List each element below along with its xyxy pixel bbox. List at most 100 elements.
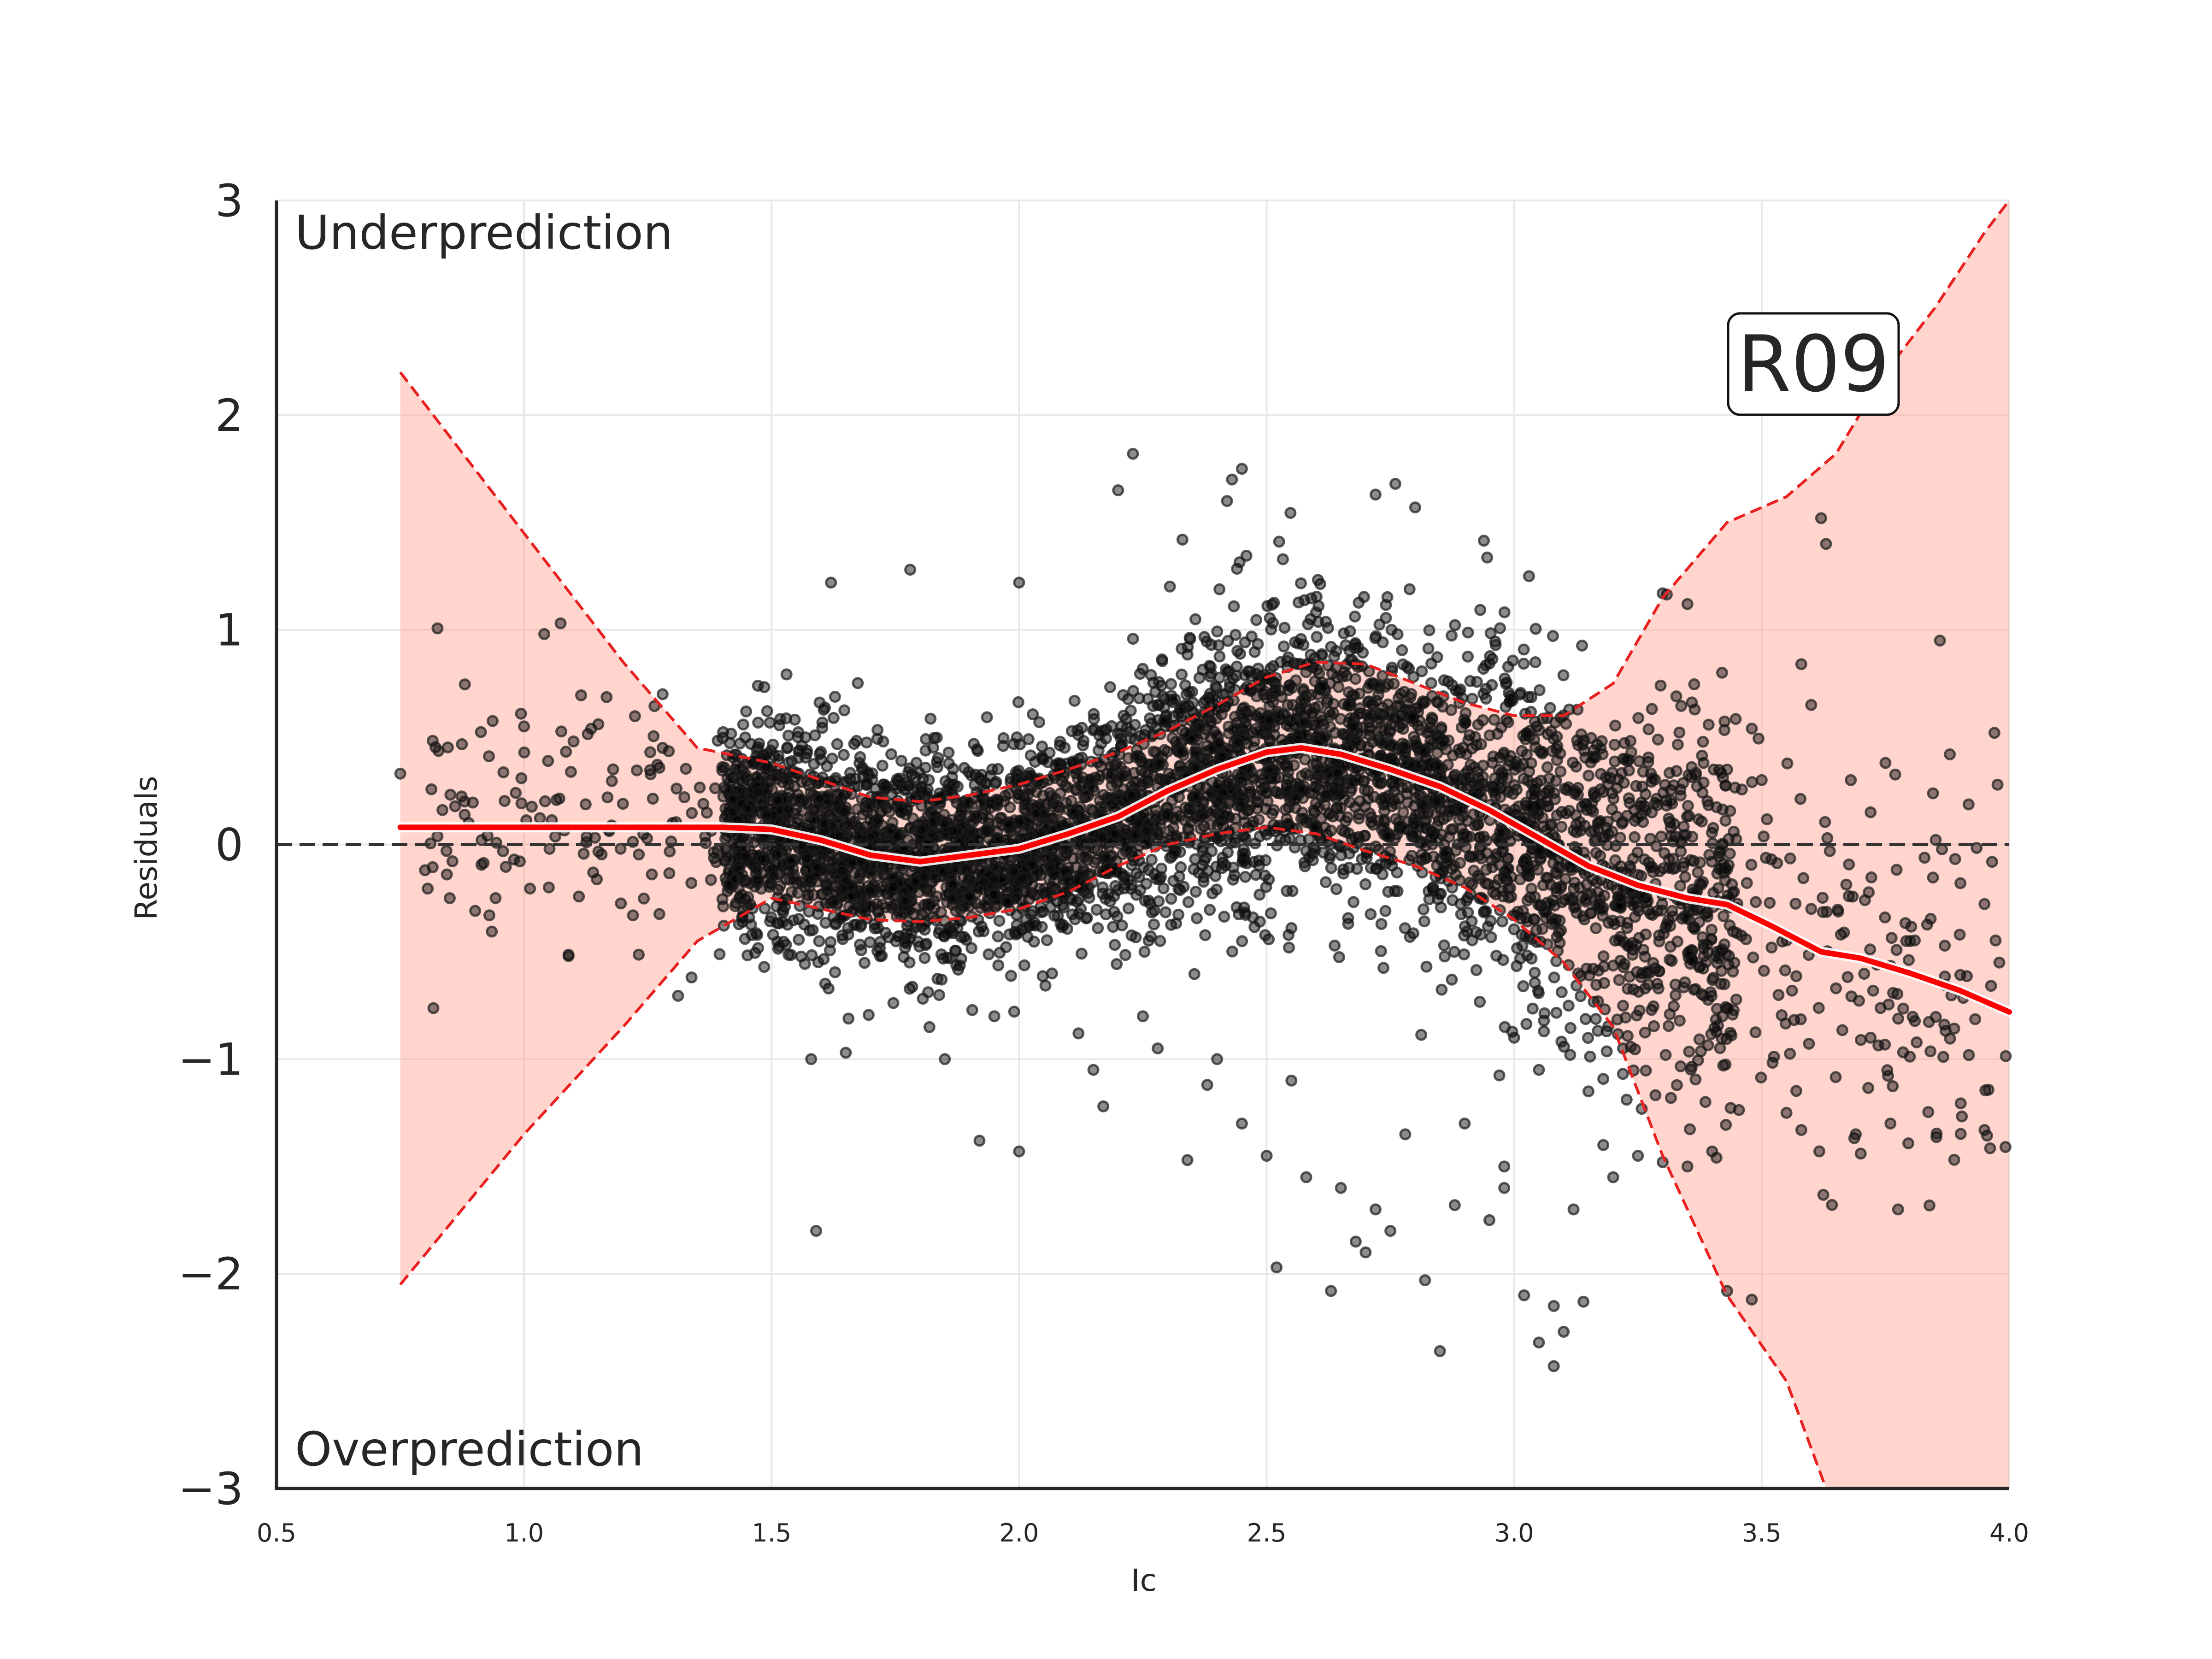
residual-point bbox=[1168, 847, 1180, 860]
residual-point bbox=[1164, 580, 1176, 593]
residual-point bbox=[1683, 1046, 1695, 1058]
residual-point bbox=[1890, 944, 1903, 956]
residual-point bbox=[1613, 934, 1625, 947]
residual-point bbox=[1741, 877, 1753, 889]
residual-point bbox=[900, 937, 913, 950]
residual-point bbox=[707, 846, 720, 859]
residual-point bbox=[1617, 1068, 1629, 1080]
residual-point bbox=[1250, 614, 1263, 626]
residual-point bbox=[1999, 1141, 2012, 1153]
residual-point bbox=[758, 961, 771, 973]
residual-point bbox=[1452, 743, 1465, 756]
residual-point bbox=[1335, 802, 1347, 814]
residual-point bbox=[737, 718, 749, 731]
residual-point bbox=[1054, 735, 1066, 748]
residual-point bbox=[633, 848, 645, 861]
residual-point bbox=[941, 927, 953, 940]
residual-point bbox=[1586, 796, 1598, 809]
residual-point bbox=[1174, 704, 1186, 716]
residual-point bbox=[1404, 931, 1416, 943]
residual-point bbox=[1489, 639, 1502, 651]
residual-point bbox=[829, 691, 841, 703]
residual-point bbox=[1622, 1030, 1634, 1042]
residual-point bbox=[1026, 919, 1039, 931]
residual-point bbox=[1450, 684, 1462, 697]
residual-point bbox=[1714, 1042, 1726, 1054]
residual-point bbox=[1653, 965, 1665, 977]
residual-point bbox=[1622, 982, 1634, 995]
residual-point bbox=[1106, 768, 1118, 781]
residual-point bbox=[1779, 964, 1791, 977]
residual-point bbox=[966, 1004, 978, 1016]
residual-point bbox=[1569, 877, 1581, 889]
residual-point bbox=[898, 885, 911, 898]
residual-point bbox=[992, 959, 1005, 971]
residual-point bbox=[1647, 1000, 1659, 1012]
residual-point bbox=[1553, 936, 1566, 949]
residual-point bbox=[732, 782, 744, 794]
residual-point bbox=[1724, 805, 1736, 817]
residual-point bbox=[1265, 624, 1277, 636]
residual-point bbox=[1649, 1089, 1662, 1101]
residual-point bbox=[1904, 1050, 1916, 1063]
residual-point bbox=[923, 1021, 935, 1033]
residual-point bbox=[1150, 873, 1163, 885]
residual-point bbox=[1341, 659, 1353, 671]
residual-point bbox=[1718, 910, 1730, 922]
residual-point bbox=[1707, 822, 1719, 834]
residual-point bbox=[1296, 806, 1308, 818]
residual-point bbox=[931, 972, 944, 985]
residual-point bbox=[1474, 604, 1487, 616]
residual-point bbox=[1937, 1051, 1949, 1063]
residual-point bbox=[767, 870, 780, 882]
residual-point bbox=[1536, 812, 1549, 824]
residual-point bbox=[1436, 739, 1449, 751]
residual-point bbox=[1393, 714, 1405, 726]
residual-point bbox=[1718, 715, 1731, 728]
residual-point bbox=[1548, 971, 1560, 984]
residual-point bbox=[1529, 977, 1541, 989]
residual-point bbox=[1594, 815, 1606, 827]
residual-point bbox=[865, 869, 878, 881]
residual-point bbox=[1342, 827, 1355, 840]
residual-point bbox=[1425, 658, 1437, 670]
residual-point bbox=[1547, 857, 1559, 869]
residual-point bbox=[1617, 1000, 1629, 1012]
residual-point bbox=[1821, 832, 1834, 844]
residual-point bbox=[1684, 854, 1697, 866]
residual-point bbox=[1240, 549, 1253, 562]
residual-point bbox=[1203, 659, 1216, 672]
residual-point bbox=[1724, 847, 1736, 860]
residual-point bbox=[1562, 781, 1575, 794]
residual-point bbox=[756, 853, 768, 865]
residual-point bbox=[1817, 1188, 1830, 1201]
residual-point bbox=[920, 786, 932, 799]
residual-point bbox=[819, 977, 831, 990]
residual-point bbox=[595, 848, 608, 860]
residual-point bbox=[1394, 688, 1407, 700]
residual-point bbox=[1838, 926, 1850, 939]
residual-point bbox=[933, 989, 945, 1001]
residual-point bbox=[938, 808, 950, 821]
residual-point bbox=[810, 803, 822, 816]
residual-point bbox=[1210, 703, 1222, 716]
residual-point bbox=[1379, 905, 1392, 917]
residual-point bbox=[1466, 693, 1478, 705]
residual-point bbox=[1283, 679, 1295, 692]
residual-point bbox=[712, 735, 724, 747]
residual-point bbox=[1469, 731, 1481, 743]
residual-point bbox=[1250, 869, 1262, 881]
residual-point bbox=[1130, 888, 1142, 901]
residual-point bbox=[560, 746, 572, 758]
residual-point bbox=[1316, 648, 1328, 660]
residual-point bbox=[686, 807, 698, 819]
residual-point bbox=[515, 797, 528, 810]
residual-point bbox=[1674, 789, 1687, 802]
residual-point bbox=[752, 717, 765, 729]
residual-point bbox=[1538, 1007, 1551, 1019]
residual-point bbox=[1472, 718, 1484, 731]
residual-point bbox=[1480, 905, 1492, 918]
residual-point bbox=[1845, 990, 1858, 1003]
residual-point bbox=[1892, 1203, 1904, 1216]
residual-point bbox=[1924, 1199, 1936, 1212]
